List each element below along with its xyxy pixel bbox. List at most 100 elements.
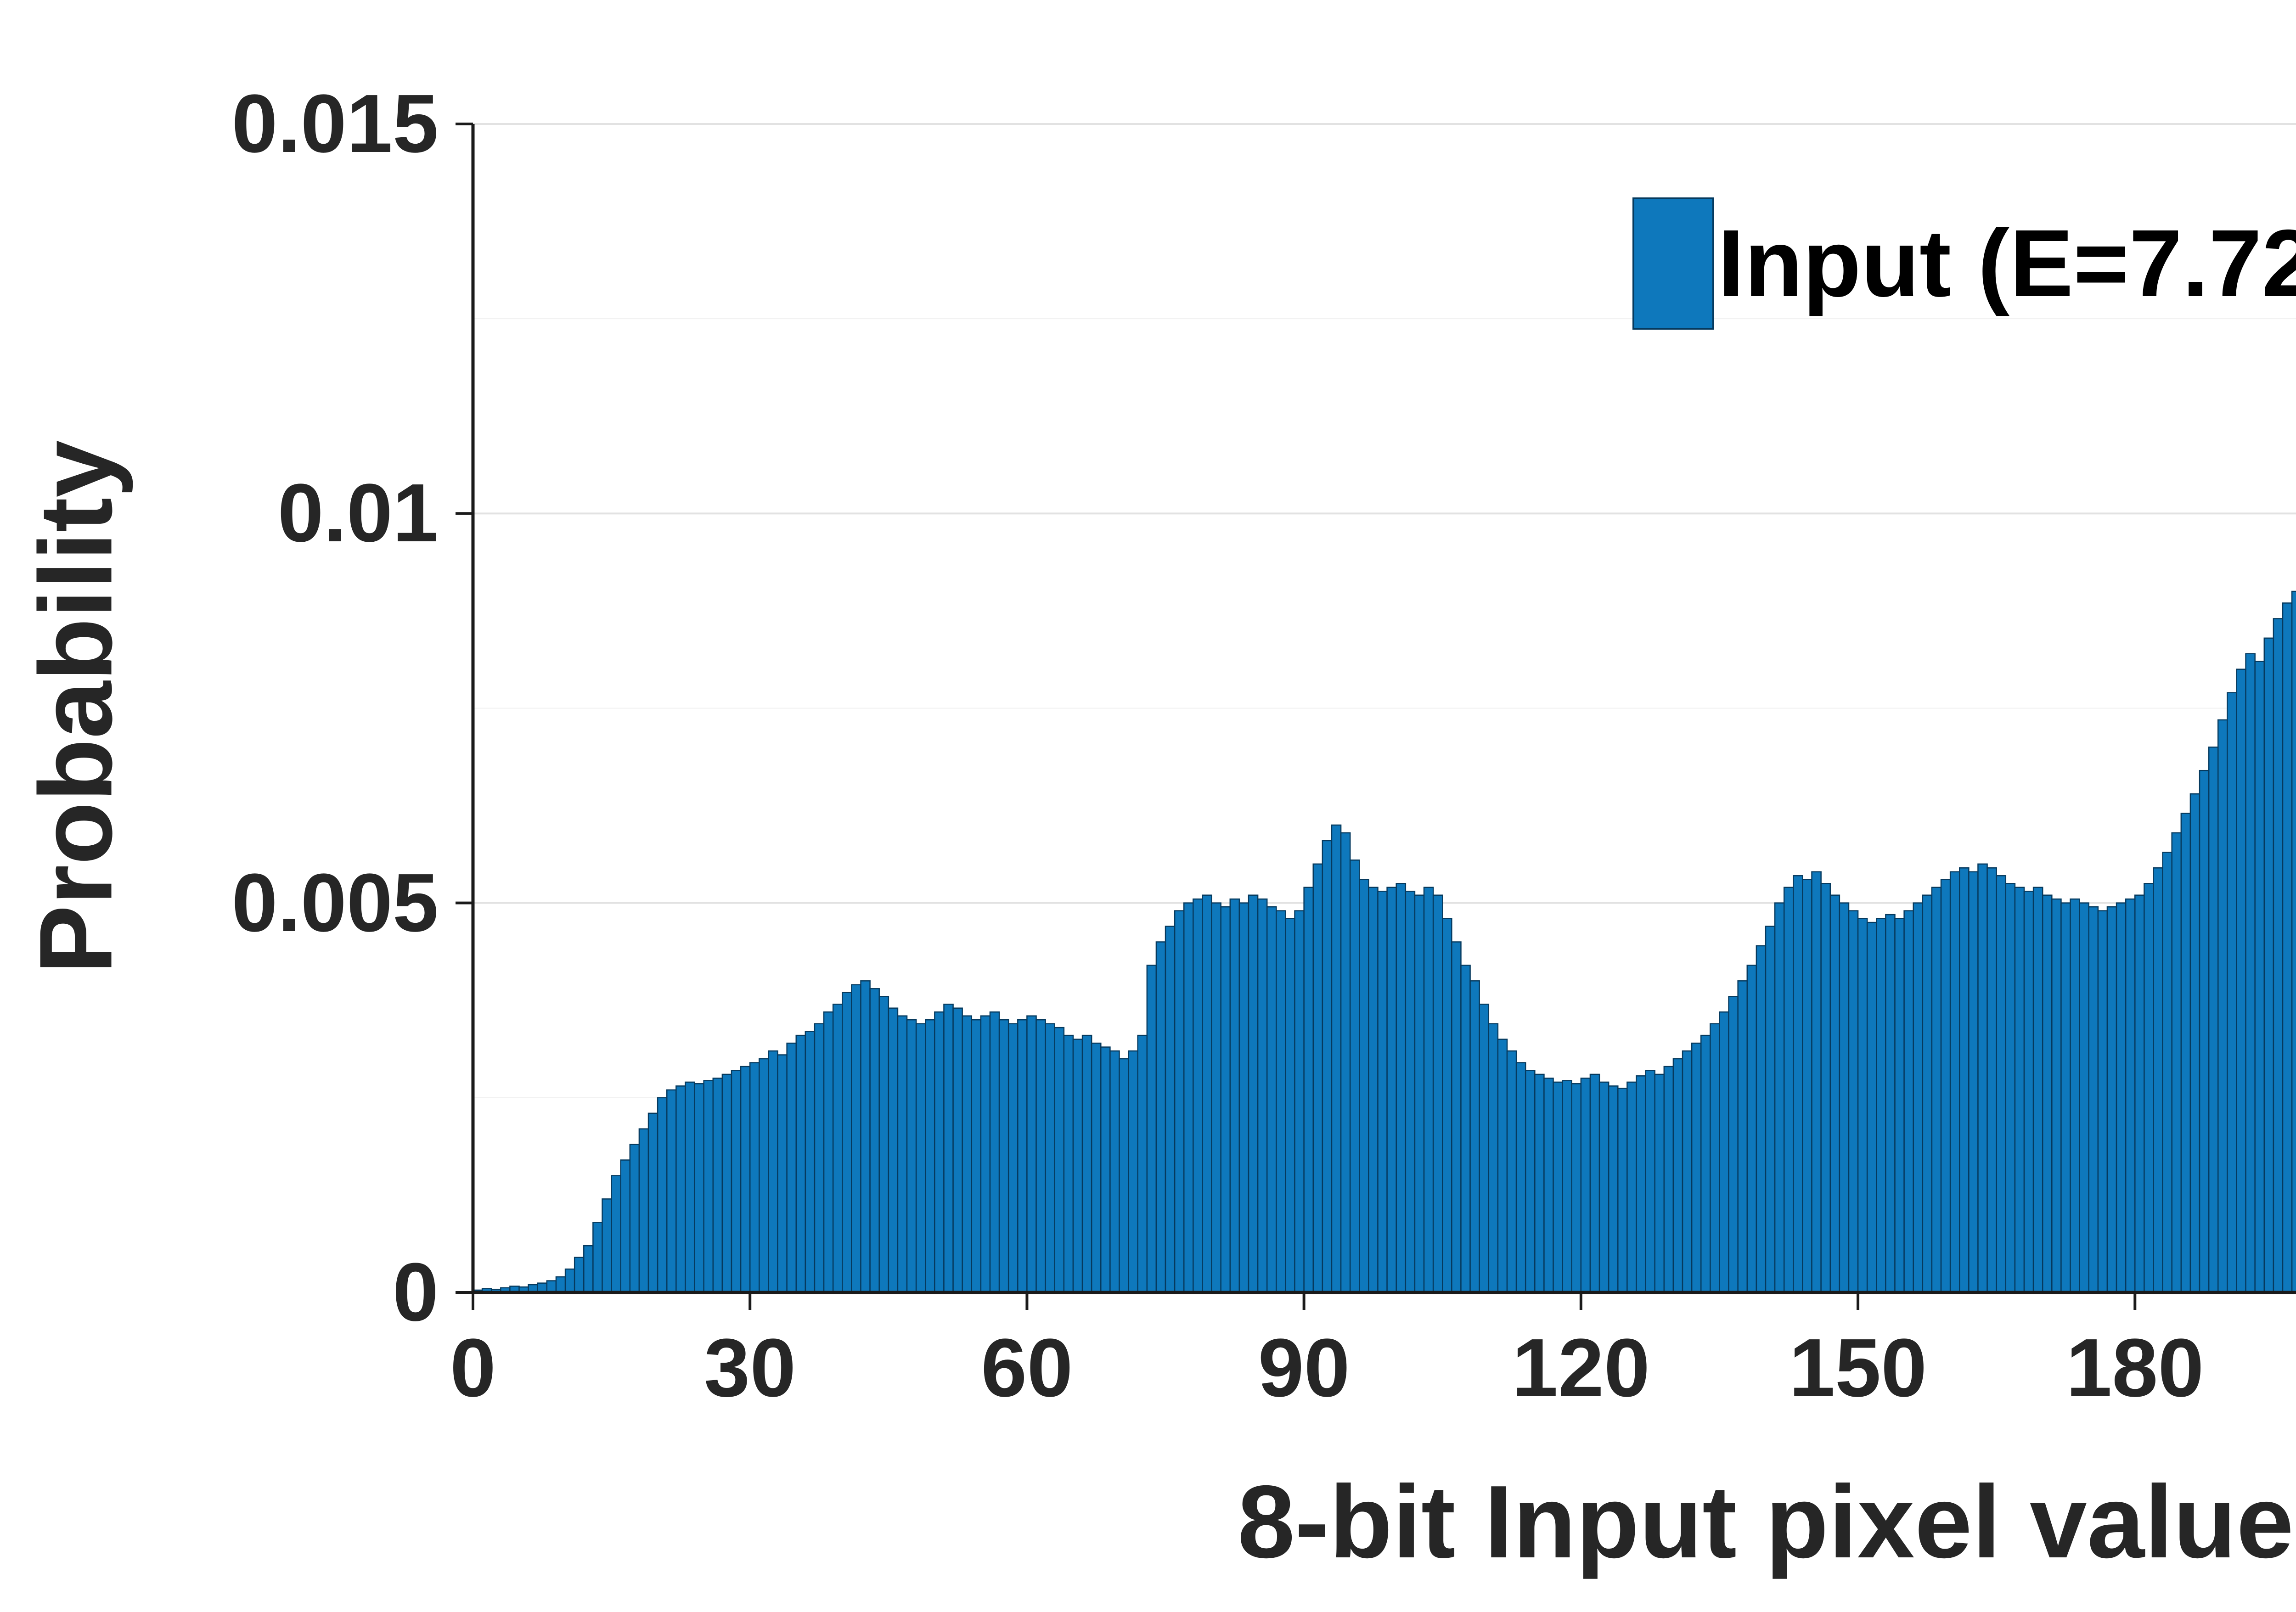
histogram-bar (2180, 813, 2191, 1293)
histogram-bar (1949, 871, 1960, 1293)
histogram-bar (694, 1083, 704, 1293)
histogram-bar (2032, 887, 2043, 1293)
histogram-bar (1322, 840, 1333, 1293)
histogram-bar (906, 1019, 917, 1293)
histogram-bar (971, 1019, 982, 1293)
histogram-bar (1460, 965, 1471, 1293)
histogram-bar (869, 988, 880, 1293)
histogram-bar (1193, 898, 1203, 1293)
histogram-bar (2070, 898, 2080, 1293)
histogram-bar (731, 1070, 742, 1293)
histogram-bar (2134, 894, 2145, 1293)
histogram-bar (1017, 1019, 1028, 1293)
histogram-bar (1589, 1073, 1600, 1293)
histogram-bar (1497, 1039, 1508, 1293)
histogram-bar (1562, 1080, 1572, 1293)
histogram-bar (925, 1019, 935, 1293)
histogram-bar (1737, 980, 1748, 1293)
histogram-bar (1839, 902, 1850, 1293)
histogram-bar (1405, 890, 1416, 1293)
histogram-bar (1211, 902, 1221, 1293)
histogram-bar (786, 1042, 797, 1293)
histogram-bar (823, 1011, 834, 1293)
histogram-bar (2273, 618, 2284, 1293)
histogram-bar (2116, 902, 2127, 1293)
histogram-bar (1968, 871, 1979, 1293)
histogram-bar (1294, 910, 1305, 1293)
x-tick-label: 90 (1258, 1322, 1350, 1414)
histogram-bar (1386, 887, 1397, 1293)
histogram-bar (2097, 910, 2108, 1293)
histogram-bar (1571, 1083, 1582, 1293)
histogram-bar (943, 1003, 954, 1293)
histogram-bar (878, 996, 889, 1293)
histogram-bar (1783, 887, 1794, 1293)
histogram-bar (2282, 602, 2293, 1293)
histogram-bar (805, 1031, 816, 1293)
legend-label: Input (E=7.7221) (1718, 210, 2296, 317)
legend-swatch-icon (1632, 197, 1714, 330)
histogram-bar (666, 1089, 677, 1293)
histogram-bar (1432, 894, 1443, 1293)
histogram-bar (1857, 918, 1868, 1293)
histogram-bar (1035, 1019, 1046, 1293)
histogram-bar (1506, 1050, 1517, 1293)
histogram-bar (1543, 1078, 1554, 1293)
histogram-bar (1876, 918, 1886, 1293)
histogram-bar (842, 992, 852, 1293)
histogram-bar (1045, 1023, 1055, 1293)
histogram-bar (1866, 921, 1877, 1293)
histogram-bar (1691, 1042, 1702, 1293)
histogram-bar (2079, 902, 2090, 1293)
histogram-bar (1682, 1050, 1693, 1293)
histogram-bar (2088, 906, 2099, 1293)
histogram-bar (1793, 875, 1803, 1293)
histogram-bar (1710, 1023, 1720, 1293)
histogram-bar (1119, 1058, 1129, 1293)
histogram-bar (1007, 1023, 1019, 1293)
histogram-bar (546, 1280, 557, 1293)
histogram-bar (759, 1058, 769, 1293)
y-tick-label: 0.01 (277, 467, 439, 560)
histogram-bar (1986, 867, 1997, 1293)
histogram-bar (1765, 926, 1776, 1293)
x-tick-label: 120 (1512, 1322, 1650, 1414)
x-tick-label: 180 (2066, 1322, 2204, 1414)
histogram-bar (620, 1159, 631, 1293)
histogram-bar (1598, 1081, 1609, 1293)
histogram-bar (1553, 1081, 1563, 1293)
histogram-bar (888, 1007, 899, 1293)
y-tick-label: 0 (392, 1246, 439, 1338)
legend: Input (E=7.7221) (1632, 197, 2296, 330)
histogram-bar (1174, 910, 1185, 1293)
histogram-bar (2245, 653, 2256, 1293)
histogram-bar (647, 1112, 658, 1293)
histogram-bar (574, 1257, 585, 1293)
histogram-bar (1423, 887, 1434, 1293)
histogram-bar (2217, 719, 2228, 1293)
histogram-bar (1368, 887, 1379, 1293)
histogram-bar (2042, 894, 2053, 1293)
histogram-bar (1903, 910, 1914, 1293)
histogram-bar (1442, 918, 1452, 1293)
histogram-bar (1359, 879, 1369, 1293)
histogram-bar (564, 1268, 575, 1293)
histogram-bar (2189, 793, 2200, 1293)
histogram-bar (1220, 906, 1231, 1293)
histogram-bar (1746, 965, 1757, 1293)
histogram-bar (1672, 1058, 1683, 1293)
histogram-bar (1396, 883, 1407, 1293)
histogram-bar (832, 1003, 843, 1293)
histogram-bar (638, 1128, 649, 1293)
histogram-bar (2208, 747, 2219, 1293)
histogram-bar (1081, 1034, 1092, 1293)
histogram-bar (712, 1078, 723, 1293)
histogram-bar (1515, 1062, 1526, 1293)
histogram-bar (1626, 1081, 1637, 1293)
x-tick-label: 0 (450, 1322, 496, 1414)
histogram-bar (629, 1144, 640, 1293)
histogram-bar (1248, 894, 1259, 1293)
histogram-bar (1774, 902, 1785, 1293)
histogram-bar (2153, 867, 2163, 1293)
